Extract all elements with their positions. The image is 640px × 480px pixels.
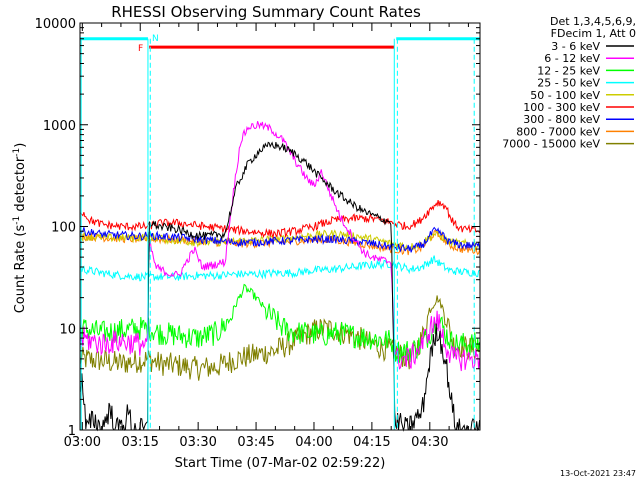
plot-area: NF	[79, 34, 481, 432]
x-tick-label: 03:15	[121, 435, 158, 450]
y-axis-title-sup2: -1	[12, 148, 22, 157]
legend-label: 6 - 12 keV	[544, 52, 600, 65]
y-axis-title-mid: detector	[13, 156, 28, 216]
x-tick-label: 04:00	[295, 435, 332, 450]
legend-label: 3 - 6 keV	[551, 40, 600, 53]
legend-label: 800 - 7000 keV	[516, 125, 600, 138]
legend-label: 300 - 800 keV	[523, 113, 600, 126]
y-tick-label: 100	[51, 221, 76, 236]
legend: Det 1,3,4,5,6,9, FDecim 1, Att 0 3 - 6 k…	[502, 15, 636, 151]
legend-label: 25 - 50 keV	[537, 77, 600, 90]
y-axis-title: Count Rate (s-1 detector-1)	[12, 143, 28, 314]
y-tick-label: 1	[68, 424, 76, 439]
y-tick-label: 10000	[35, 17, 76, 32]
chart-title: RHESSI Observing Summary Count Rates	[111, 3, 421, 21]
series-line-100-300-kev	[79, 200, 481, 240]
series-line-50-100-kev	[79, 229, 481, 252]
series-line-3-6-kev	[79, 141, 481, 432]
series-line-25-50-kev	[79, 255, 480, 282]
legend-label: 100 - 300 keV	[523, 101, 600, 114]
legend-header-line-1: Det 1,3,4,5,6,9,	[550, 15, 636, 28]
y-tick-label: 1000	[43, 119, 76, 134]
legend-header-line-2: FDecim 1, Att 0	[551, 27, 636, 40]
flag-label-f: F	[138, 44, 143, 54]
y-axis-title-end: )	[13, 143, 28, 148]
x-tick-label: 03:30	[179, 435, 216, 450]
x-tick-label: 03:45	[237, 435, 274, 450]
legend-label: 12 - 25 keV	[537, 64, 600, 77]
x-tick-label: 03:00	[64, 435, 101, 450]
x-tick-label: 04:30	[411, 435, 448, 450]
y-axis-title-sup1: -1	[12, 216, 22, 225]
legend-label: 7000 - 15000 keV	[502, 138, 600, 151]
y-axis-title-main: Count Rate (s	[13, 225, 28, 314]
axes: 03:00 03:15 03:30 03:45 04:00 04:15 04:30 1 10 10…	[35, 17, 480, 450]
footer-timestamp: 13-Oct-2021 23:47	[560, 469, 636, 478]
series-line-7000-15000-kev	[79, 295, 480, 381]
series-line-300-800-kev	[79, 226, 481, 253]
x-axis-title: Start Time (07-Mar-02 02:59:22)	[175, 456, 386, 471]
legend-label: 50 - 100 keV	[530, 89, 600, 102]
x-tick-label: 04:15	[353, 435, 390, 450]
series-line-6-12-kev	[79, 121, 481, 372]
flag-label-n: N	[152, 34, 159, 44]
y-tick-label: 10	[59, 322, 76, 337]
